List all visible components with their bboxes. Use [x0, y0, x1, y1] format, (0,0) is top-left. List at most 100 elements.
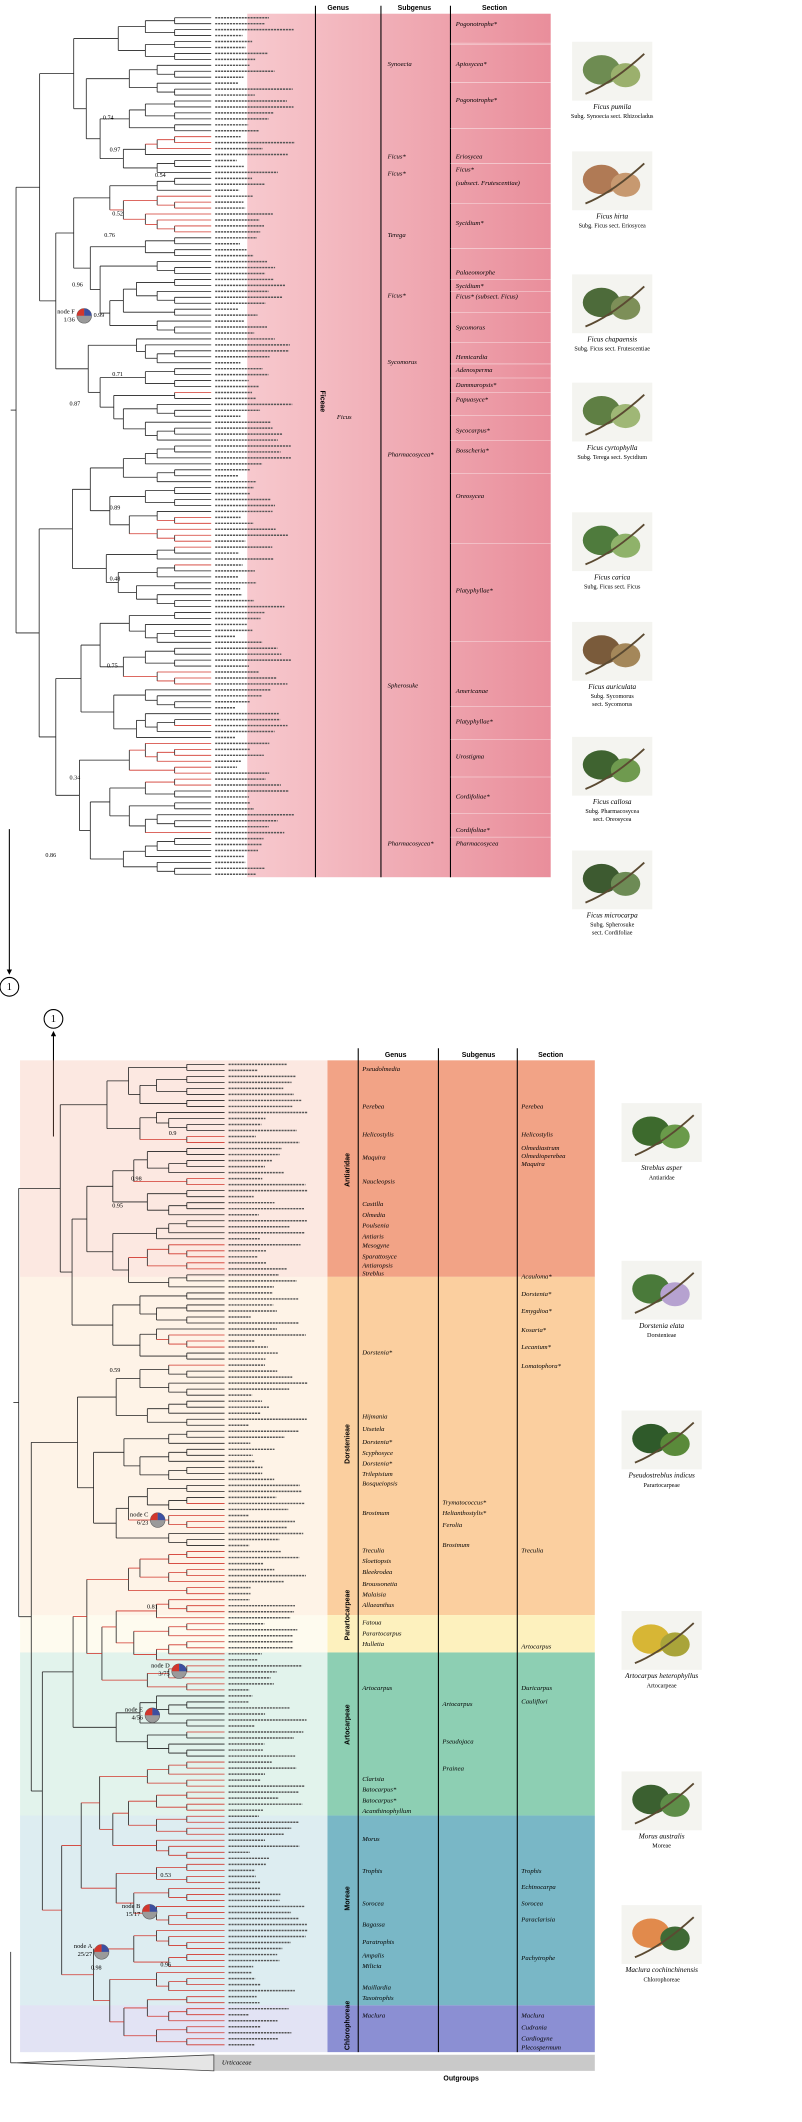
connector-label: 1: [51, 1013, 56, 1025]
photo-stem: [634, 1114, 695, 1157]
subgenus-label: Sycomorus: [388, 359, 418, 366]
genus-label: Sorocea: [362, 1900, 384, 1907]
photo-caption: Artocarpeae: [647, 1683, 677, 1689]
photo-caption: Antiaridae: [649, 1175, 675, 1181]
photo-stem: [634, 1272, 695, 1314]
genus-label: Trilepisium: [362, 1471, 393, 1478]
genus-label: Hijmania: [361, 1414, 388, 1421]
genus-label: Castilla: [362, 1201, 384, 1208]
section-label: Artocarpus: [520, 1644, 551, 1651]
section-label: Pogonotrophe*: [455, 97, 498, 104]
column-header: Genus: [327, 5, 349, 12]
photo-subject: [632, 1624, 670, 1654]
tree-band: [20, 1276, 328, 1616]
node-pie-slice: [76, 308, 85, 316]
subgenus-label: Ficus*: [387, 171, 407, 178]
support-value: 0.9: [169, 1131, 177, 1137]
column-header: Subgenus: [462, 1052, 496, 1059]
tribe-band: [327, 1060, 595, 1277]
section-label: Maclura: [520, 2013, 545, 2020]
photo-subject: [632, 1274, 670, 1304]
photo-title: Artocarpus heterophyllus: [624, 1672, 698, 1680]
genus-label: Ficus: [336, 414, 352, 421]
photo-stem: [634, 1421, 695, 1464]
photo-stem: [585, 633, 645, 675]
section-label: Maquira: [520, 1161, 545, 1168]
outgroup-label: Outgroups: [443, 2076, 479, 2083]
genus-label: Utsetela: [362, 1426, 385, 1433]
tribe-band: [327, 1815, 595, 2006]
section-label: Ficus*: [455, 167, 475, 174]
photo-title: Dorstenia elata: [638, 1322, 684, 1330]
photo-subject: [582, 750, 621, 780]
genus-label: Sloetiopsis: [362, 1558, 391, 1565]
section-label: Palaeomorphe: [455, 270, 495, 277]
section-label: Pachytrophe: [520, 1955, 555, 1962]
node-ratio: 15/17: [126, 1911, 141, 1918]
photo-subject: [660, 1792, 690, 1817]
photo-caption: sect. Oreosycea: [593, 817, 632, 823]
genus-label: Scyphosyce: [362, 1450, 393, 1457]
genus-label: Allaeanthus: [361, 1602, 394, 1609]
genus-label: Mesogyne: [361, 1243, 389, 1250]
genus-label: Acanthinophyllum: [361, 1808, 411, 1815]
column-header: Section: [482, 5, 507, 12]
genus-label: Milicia: [361, 1963, 382, 1970]
photo-stem: [634, 1622, 695, 1665]
section-label: Dorstenia*: [520, 1291, 552, 1298]
support-value: 0.99: [94, 313, 105, 319]
support-value: 0.52: [112, 212, 123, 218]
column-header: Subgenus: [398, 5, 432, 12]
node-pie-slice: [84, 308, 92, 316]
genus-label: Batocarpus*: [362, 1797, 397, 1804]
photo-subject: [610, 871, 641, 896]
support-value: 0.98: [91, 1965, 102, 1971]
photo-caption: Subg. Synoecia sect. Rhizocladus: [571, 114, 654, 120]
node-ratio: 25/27: [78, 1951, 93, 1958]
support-value: 0.86: [45, 853, 56, 859]
subgenus-label: Pharmacosycea*: [387, 451, 435, 458]
section-label: Oreosycea: [456, 493, 485, 500]
photo-title: Morus australis: [638, 1833, 685, 1841]
genus-label: Treculia: [362, 1547, 385, 1554]
photo-subject: [582, 287, 621, 318]
tribe-bands: [20, 42, 595, 2071]
genus-label: Brosimum: [362, 1510, 389, 1517]
section-label: Duricarpus: [520, 1685, 552, 1692]
genus-label: Artocarpus: [361, 1685, 392, 1692]
genus-label: Morus: [361, 1836, 380, 1843]
node-pie-slice: [157, 1512, 166, 1521]
photo-subject: [660, 1632, 690, 1657]
section-label: Sycidium*: [456, 220, 484, 227]
photo-subject: [582, 164, 621, 195]
photo-title: Ficus auriculata: [587, 683, 636, 691]
node-label: node E: [125, 1706, 143, 1713]
section-label: Lecanium*: [520, 1344, 551, 1351]
photo-subject: [610, 295, 641, 320]
subgenus-label: Ferolia: [441, 1522, 462, 1529]
photo-subject: [632, 1784, 670, 1815]
tribe-label: Ficeae: [318, 391, 325, 413]
tribe-label: Antiaridae: [344, 1153, 351, 1187]
section-label: Bosscheria*: [456, 447, 490, 454]
section-label: Emygdioa*: [520, 1308, 552, 1315]
connector-circle: [43, 1009, 64, 1029]
genus-label: Clarisia: [362, 1776, 385, 1783]
section-label: Platyphyllae*: [455, 588, 494, 595]
photo-subject: [582, 55, 621, 85]
genus-label: Perebea: [361, 1104, 385, 1111]
subgenus-label: Terega: [388, 232, 407, 239]
photo-stem: [585, 861, 645, 904]
tree-band: [20, 1652, 328, 1816]
node-pie-slice: [145, 1707, 153, 1716]
genus-label: Hulletia: [361, 1641, 385, 1648]
subgenus-label: Brosimum: [442, 1542, 469, 1549]
node-label: node F: [57, 308, 75, 315]
photo-stem: [585, 748, 645, 790]
section-label: Cordifoliae*: [456, 794, 491, 801]
photo-subject: [610, 63, 641, 88]
photo-stem: [634, 1782, 695, 1825]
support-value: 0.89: [110, 506, 121, 512]
section-label: Apiosycea*: [455, 61, 487, 68]
photo-title: Ficus pumila: [592, 103, 631, 111]
